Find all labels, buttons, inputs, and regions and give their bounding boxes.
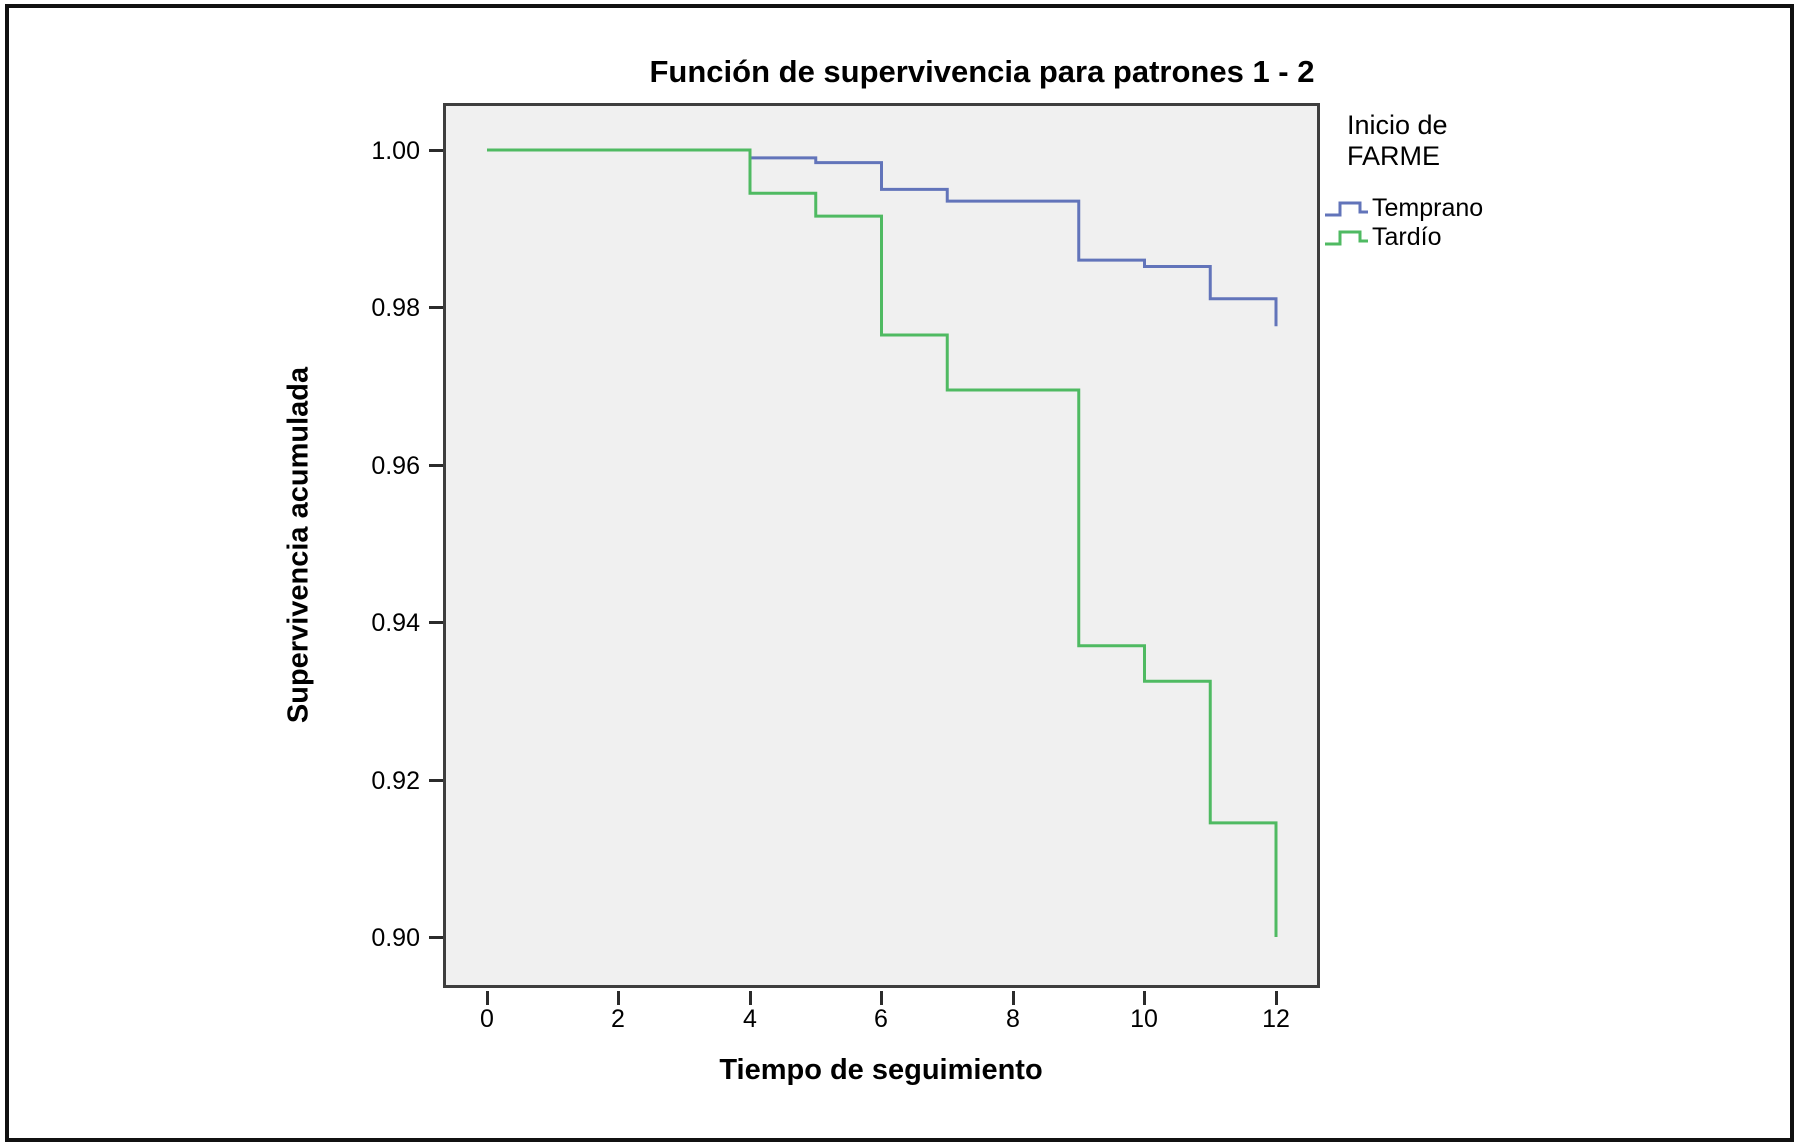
x-tick-label: 4	[743, 1005, 757, 1033]
legend-title-line2: FARME	[1347, 141, 1441, 171]
y-tick-label: 0.92	[371, 767, 420, 795]
x-axis-label: Tiempo de seguimiento	[719, 1054, 1043, 1086]
x-tick-label: 8	[1006, 1005, 1020, 1033]
y-tick-mark	[429, 779, 443, 782]
x-tick-mark	[1275, 991, 1278, 1005]
tardio-step-line-icon	[1325, 230, 1368, 245]
x-tick-label: 0	[480, 1005, 494, 1033]
legend-item-tardio: Tardío	[1324, 223, 1564, 252]
x-tick-label: 12	[1262, 1005, 1290, 1033]
legend-label-tardio: Tardío	[1372, 223, 1442, 251]
x-tick-mark	[749, 991, 752, 1005]
x-tick-label: 2	[611, 1005, 625, 1033]
plot-area	[443, 103, 1320, 988]
y-tick-label: 0.94	[371, 609, 420, 637]
survival-curve-tardio	[487, 148, 1278, 937]
y-tick-label: 0.96	[371, 452, 420, 480]
x-tick-label: 6	[874, 1005, 888, 1033]
y-tick-label: 0.98	[371, 294, 420, 322]
y-axis-label: Supervivencia acumulada	[282, 366, 315, 724]
survival-curve-temprano	[487, 148, 1278, 327]
legend-title-line1: Inicio de	[1347, 110, 1448, 140]
y-tick-label: 1.00	[371, 137, 420, 165]
y-tick-mark	[429, 936, 443, 939]
x-tick-mark	[1143, 991, 1146, 1005]
legend-items: Temprano Tardío	[1324, 194, 1564, 252]
legend-title: Inicio de FARME	[1347, 110, 1564, 172]
y-tick-mark	[429, 149, 443, 152]
temprano-step-line-icon	[1325, 201, 1368, 216]
legend-item-temprano: Temprano	[1324, 194, 1564, 223]
y-tick-mark	[429, 621, 443, 624]
x-tick-label: 10	[1130, 1005, 1158, 1033]
y-tick-mark	[429, 464, 443, 467]
survival-curves-canvas	[487, 148, 1278, 937]
x-tick-mark	[1012, 991, 1015, 1005]
y-tick-mark	[429, 306, 443, 309]
x-tick-mark	[486, 991, 489, 1005]
chart-title: Función de supervivencia para patrones 1…	[649, 54, 1315, 89]
x-tick-mark	[880, 991, 883, 1005]
legend: Inicio de FARME Temprano Tardío	[1324, 110, 1564, 252]
x-tick-mark	[617, 991, 620, 1005]
legend-label-temprano: Temprano	[1372, 194, 1484, 222]
y-tick-label: 0.90	[371, 924, 420, 952]
